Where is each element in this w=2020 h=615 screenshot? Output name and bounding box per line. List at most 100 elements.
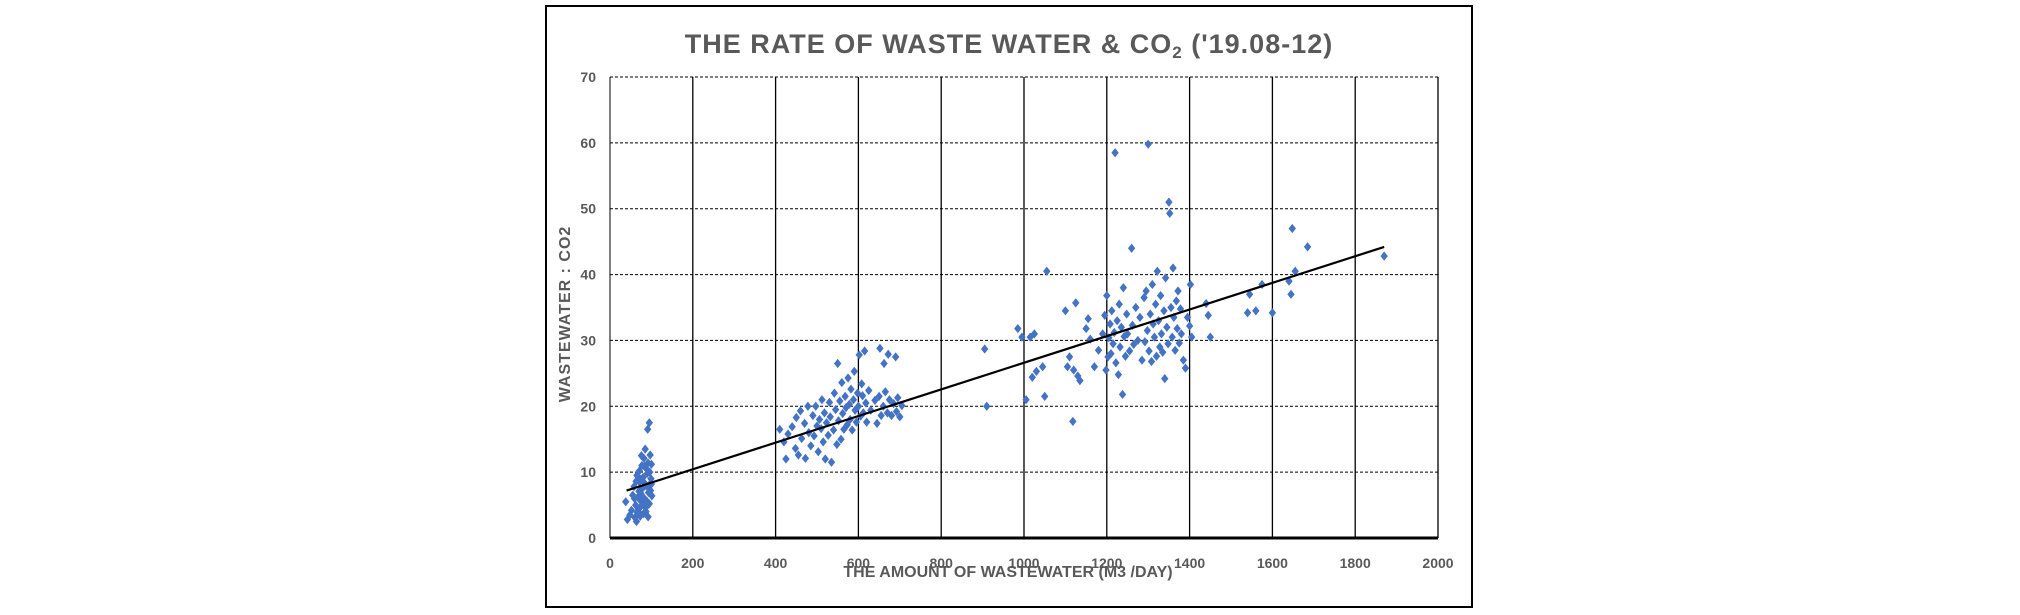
data-point [1173,323,1181,334]
data-point [827,457,836,467]
data-point [873,418,881,429]
x-tick-label: 400 [764,555,788,571]
data-point [1098,329,1107,339]
data-point [1112,358,1120,368]
data-point [1061,306,1070,316]
data-point [1245,289,1254,299]
data-point [1153,266,1161,276]
data-point [894,393,902,403]
data-point [1148,279,1157,290]
data-point [841,391,849,402]
y-tick-label: 60 [580,135,596,151]
chart-frame: THE RATE OF WASTE WATER & CO2 ('19.08-12… [545,5,1473,608]
data-point [818,395,826,405]
x-axis-label: THE AMOUNT OF WASTEWATER (M3 /DAY) [843,564,1172,581]
data-point [1063,362,1072,372]
data-point [1159,347,1167,357]
data-point [788,422,796,432]
data-point [1141,337,1149,347]
data-point [1102,365,1110,375]
data-point [1177,329,1185,339]
data-point [1070,365,1078,375]
data-point [849,395,858,405]
data-point [635,486,643,496]
data-point [1285,276,1293,286]
data-point [880,358,888,369]
data-point [642,507,650,517]
data-point [852,417,861,427]
data-point [858,379,866,389]
data-point [1176,304,1185,314]
data-point [1116,342,1124,352]
data-point [644,512,652,522]
data-point [1152,351,1161,361]
data-point [798,433,806,444]
y-tick-label: 10 [580,464,596,480]
data-point [632,516,641,527]
data-point [847,384,855,394]
data-point [646,450,654,460]
data-point [983,401,991,411]
data-point [815,414,824,425]
data-point [1140,293,1148,303]
data-point [1288,223,1296,234]
data-point [1038,362,1047,372]
data-point [646,467,654,477]
x-tick-label: 0 [606,555,614,571]
data-point [629,490,637,500]
data-point [1094,345,1103,355]
data-point [1127,243,1136,253]
data-point [638,484,646,494]
data-point [1121,351,1130,361]
y-tick-label: 50 [580,201,596,217]
data-point [1103,291,1111,301]
data-point [1168,332,1176,342]
data-point [1169,263,1177,273]
data-point [1084,314,1092,324]
data-point [637,451,646,461]
data-point [1143,325,1152,336]
data-point [863,417,871,427]
data-point [1161,374,1169,384]
axes [609,77,1438,540]
x-tick-label: 1600 [1257,555,1288,571]
trendline [626,245,1385,492]
data-point [980,344,989,354]
data-point [822,418,831,428]
data-point [1268,308,1277,318]
data-point [834,358,842,369]
data-point [1243,308,1252,318]
data-point [796,406,805,416]
data-point [1105,333,1113,343]
chart-title-suffix: ('19.08-12) [1182,29,1334,59]
data-point [631,500,640,510]
data-point [1117,322,1125,332]
data-point [813,421,821,431]
data-point [1111,148,1119,158]
x-tick-label: 600 [847,555,871,571]
data-point [1132,302,1140,313]
x-tick-label: 2000 [1422,555,1453,571]
data-point [1151,299,1160,309]
data-point [814,447,822,457]
data-point [631,512,639,523]
data-point [836,396,844,406]
data-point [809,410,817,421]
data-point [876,343,884,353]
data-point [1163,322,1171,332]
tick-labels: 0 200 400 600 800 1000 1200 1400 1600 1800 2000 0 10… [580,69,1453,571]
y-tick-label: 20 [580,398,596,414]
data-point [867,405,875,415]
data-point [1069,416,1077,427]
data-point [1170,312,1178,322]
data-point [820,408,829,418]
data-point [1291,266,1299,276]
data-point [819,437,827,447]
data-point [1110,327,1118,338]
data-point [830,388,839,398]
data-point [829,425,838,435]
data-point [1032,366,1041,376]
data-point [1172,296,1181,306]
data-point [884,349,892,359]
data-point [1123,329,1132,339]
